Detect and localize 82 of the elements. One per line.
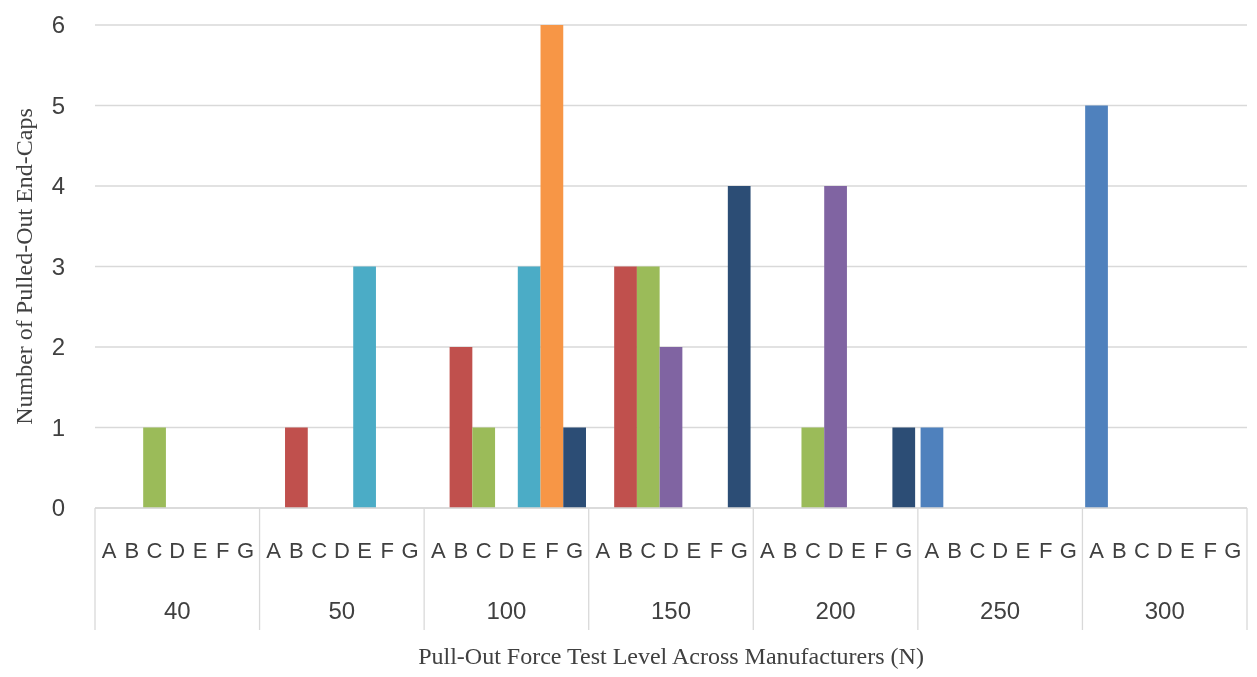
bar [285, 427, 308, 508]
text: D [1156, 538, 1173, 563]
series-label: E [357, 538, 372, 563]
y-tick-label: 5 [51, 91, 65, 119]
bar [636, 266, 660, 508]
bar [449, 347, 473, 508]
x-tick-label: 100 [486, 597, 527, 624]
text: A [430, 538, 446, 563]
bar [659, 347, 683, 508]
text: C [804, 538, 821, 563]
x-tick-label: 40 [163, 597, 191, 624]
bar [801, 427, 825, 508]
text: D [333, 538, 350, 563]
text: A [595, 538, 611, 563]
series-label: D [663, 538, 679, 563]
y-tick-label: 3 [51, 252, 65, 280]
text: G [236, 538, 255, 563]
text: E [1015, 538, 1031, 563]
series-label: G [566, 538, 584, 563]
y-tick-label: 2 [51, 333, 65, 361]
bar [540, 25, 564, 508]
text: C [311, 538, 328, 563]
text: E [850, 538, 866, 563]
text: E [521, 538, 537, 563]
text: B [124, 538, 140, 563]
text: A [101, 538, 117, 563]
x-tick-label: 200 [815, 597, 856, 624]
text: F [216, 538, 230, 563]
y-axis-title: Number of Pulled-Out End-Caps [11, 108, 37, 425]
text: G [1224, 538, 1242, 563]
y-tick-label: 6 [51, 11, 65, 39]
text: D [827, 538, 844, 563]
text: D [992, 538, 1009, 563]
x-tick-label: 250 [980, 597, 1021, 624]
text: F [1038, 538, 1053, 563]
y-tick-label: 1 [51, 413, 65, 441]
text: B [618, 538, 633, 563]
series-label: B [289, 538, 304, 563]
text: D [498, 538, 515, 563]
bar [727, 186, 751, 508]
y-tick-label: 0 [51, 494, 65, 522]
x-tick-label: 50 [328, 597, 356, 624]
text: G [401, 538, 419, 563]
bar [143, 427, 166, 508]
bar [517, 266, 541, 508]
text: A [266, 538, 282, 563]
bar [353, 266, 376, 508]
text: C [475, 538, 492, 563]
x-tick-label: 300 [1144, 597, 1185, 624]
text: A [760, 538, 775, 563]
bar [563, 427, 586, 508]
text: C [969, 538, 986, 563]
text: B [782, 538, 798, 563]
text: E [1180, 538, 1195, 563]
text: B [947, 538, 963, 563]
text: E [686, 538, 702, 563]
text: G [730, 538, 748, 563]
text: G [1059, 538, 1077, 563]
x-tick-label: 150 [650, 597, 692, 624]
series-label: F [545, 538, 559, 563]
text: B [453, 538, 469, 563]
text: F [709, 538, 724, 563]
text: F [380, 538, 395, 563]
text: G [895, 538, 913, 563]
bar [614, 266, 637, 508]
text: A [1089, 538, 1104, 563]
text: E [192, 538, 208, 563]
text: D [169, 538, 186, 563]
series-label: C [146, 538, 163, 563]
text: C [1134, 538, 1150, 563]
x-axis-title: Pull-Out Force Test Level Across Manufacturers (N) [418, 643, 924, 669]
text: F [874, 538, 888, 563]
series-label: A [924, 538, 940, 563]
bar [892, 427, 916, 508]
y-tick-label: 4 [51, 172, 65, 200]
text: B [1111, 538, 1127, 563]
bar [824, 186, 847, 508]
text: F [1203, 538, 1217, 563]
bar [920, 427, 944, 508]
bar [1085, 105, 1108, 508]
text: C [640, 538, 657, 563]
bar [472, 427, 496, 508]
